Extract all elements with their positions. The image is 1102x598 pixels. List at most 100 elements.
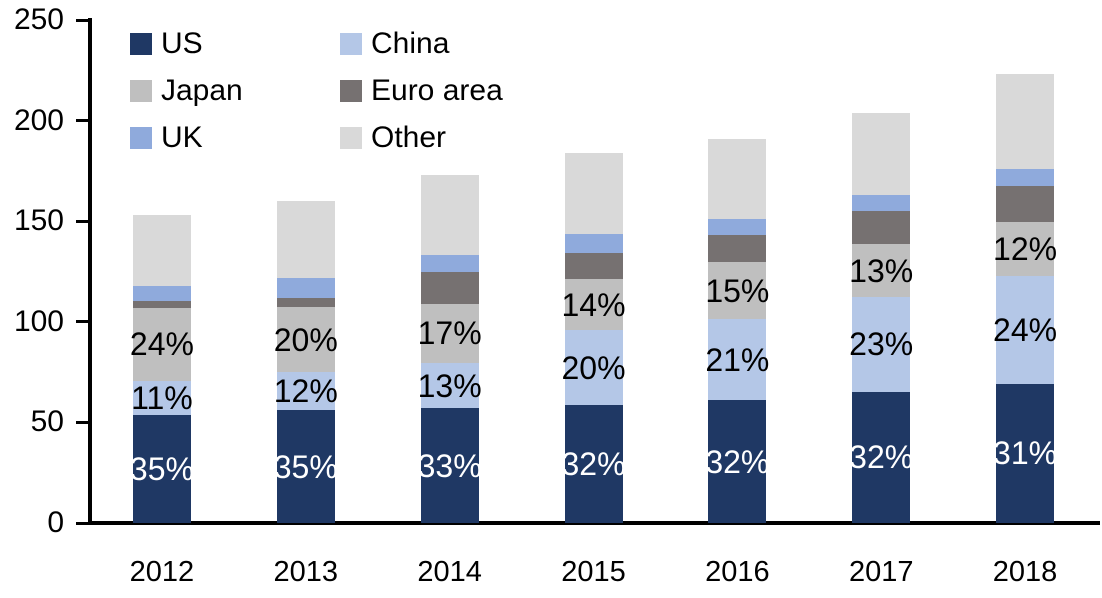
bar-segment-japan xyxy=(852,243,911,298)
x-axis-tick-label: 2012 xyxy=(129,556,195,588)
x-axis-tick-label: 2016 xyxy=(705,556,770,588)
bar-segment-us xyxy=(996,383,1055,523)
bar-segment-euro-area xyxy=(996,186,1055,223)
bar-segment-china xyxy=(564,330,623,405)
legend-item-uk: UK xyxy=(130,116,203,160)
segment-label-china: 23% xyxy=(849,326,914,363)
y-axis-line xyxy=(88,18,92,525)
bar-segment-us xyxy=(708,400,767,523)
bar-segment-us xyxy=(564,404,623,523)
y-axis-tick xyxy=(76,219,90,223)
bar-segment-china xyxy=(708,319,767,400)
bar-segment-japan xyxy=(708,261,767,320)
segment-label-japan: 24% xyxy=(129,326,194,363)
legend-label-japan: Japan xyxy=(161,74,243,107)
legend-item-us: US xyxy=(130,22,203,66)
y-axis-tick-label: 50 xyxy=(30,405,64,439)
bar-segment-euro-area xyxy=(564,252,623,279)
segment-label-japan: 14% xyxy=(561,286,626,323)
bar-segment-uk xyxy=(708,219,767,235)
y-axis-tick xyxy=(76,119,90,123)
y-axis-tick-label: 250 xyxy=(13,3,64,36)
legend-item-other: Other xyxy=(340,116,446,160)
bar-segment-us xyxy=(132,415,191,523)
x-axis-line xyxy=(88,521,1100,525)
x-axis-tick-label: 2014 xyxy=(417,556,482,588)
y-axis-tick xyxy=(76,320,90,324)
y-axis-tick-label: 150 xyxy=(13,204,64,238)
segment-label-us: 32% xyxy=(705,443,770,480)
x-axis-tick-label: 2017 xyxy=(848,556,914,588)
segment-label-japan: 20% xyxy=(273,321,338,358)
x-axis-tick-label: 2018 xyxy=(992,556,1058,588)
bar-segment-china xyxy=(276,371,335,411)
segment-label-us: 35% xyxy=(129,451,194,488)
segment-label-china: 11% xyxy=(131,380,193,417)
legend-item-japan: Japan xyxy=(130,69,243,113)
x-axis-tick-label: 2013 xyxy=(273,556,339,588)
legend-label-uk: UK xyxy=(161,121,203,154)
legend-label-other: Other xyxy=(371,121,447,154)
bar-segment-japan xyxy=(420,303,479,363)
bar-segment-uk xyxy=(420,254,479,273)
x-axis-tick-label: 2015 xyxy=(561,556,626,588)
bar-segment-other xyxy=(276,201,335,279)
legend-swatch-us xyxy=(130,33,152,55)
bar-segment-euro-area xyxy=(420,272,479,304)
segment-label-us: 35% xyxy=(273,448,338,485)
bar-segment-euro-area xyxy=(852,211,911,244)
legend-swatch-other xyxy=(340,127,362,149)
bar-segment-us xyxy=(420,408,479,523)
segment-label-us: 33% xyxy=(417,447,482,484)
segment-label-us: 32% xyxy=(561,445,626,482)
y-axis-tick xyxy=(76,18,90,22)
bar-segment-us xyxy=(852,391,911,523)
bar-segment-china xyxy=(852,297,911,392)
bar-segment-china xyxy=(420,362,479,409)
segment-label-japan: 13% xyxy=(849,252,914,289)
bar-segment-uk xyxy=(852,194,911,212)
y-axis-tick xyxy=(76,521,90,525)
segment-label-china: 21% xyxy=(705,341,770,378)
segment-label-japan: 12% xyxy=(993,231,1058,268)
segment-label-us: 32% xyxy=(849,439,914,476)
legend-swatch-euro-area xyxy=(340,80,362,102)
bar-segment-uk xyxy=(276,278,335,298)
bar-segment-us xyxy=(276,410,335,523)
bar-segment-other xyxy=(708,138,767,220)
legend-swatch-japan xyxy=(130,80,152,102)
bar-segment-euro-area xyxy=(276,297,335,308)
bar-segment-other xyxy=(420,174,479,255)
segment-label-china: 12% xyxy=(273,373,338,409)
bar-segment-other xyxy=(132,215,191,286)
legend-label-china: China xyxy=(371,27,450,60)
legend-swatch-uk xyxy=(130,127,152,149)
bar-segment-other xyxy=(564,152,623,235)
segment-label-china: 20% xyxy=(561,349,626,386)
bar-segment-other xyxy=(996,74,1055,169)
bar-segment-japan xyxy=(132,307,191,382)
bar-segment-china xyxy=(132,381,191,416)
bar-segment-euro-area xyxy=(132,301,191,308)
bar-segment-euro-area xyxy=(708,234,767,262)
y-axis-tick-label: 200 xyxy=(13,103,64,137)
y-axis-tick xyxy=(76,420,90,424)
segment-label-china: 24% xyxy=(993,312,1058,349)
bar-segment-japan xyxy=(564,278,623,331)
bar-segment-china xyxy=(996,276,1055,384)
legend-label-euro-area: Euro area xyxy=(371,74,503,107)
legend-label-us: US xyxy=(161,27,203,60)
segment-label-us: 31% xyxy=(993,435,1058,472)
bar-segment-uk xyxy=(132,285,191,302)
legend-item-euro-area: Euro area xyxy=(340,69,503,113)
y-axis-tick-label: 100 xyxy=(13,304,64,338)
bar-segment-other xyxy=(852,112,911,195)
bar-segment-japan xyxy=(996,222,1055,277)
segment-label-china: 13% xyxy=(417,367,482,404)
segment-label-japan: 15% xyxy=(705,272,770,309)
bar-segment-uk xyxy=(564,234,623,253)
legend-swatch-china xyxy=(340,33,362,55)
y-axis-tick-label: 0 xyxy=(47,506,64,539)
bar-segment-japan xyxy=(276,307,335,372)
